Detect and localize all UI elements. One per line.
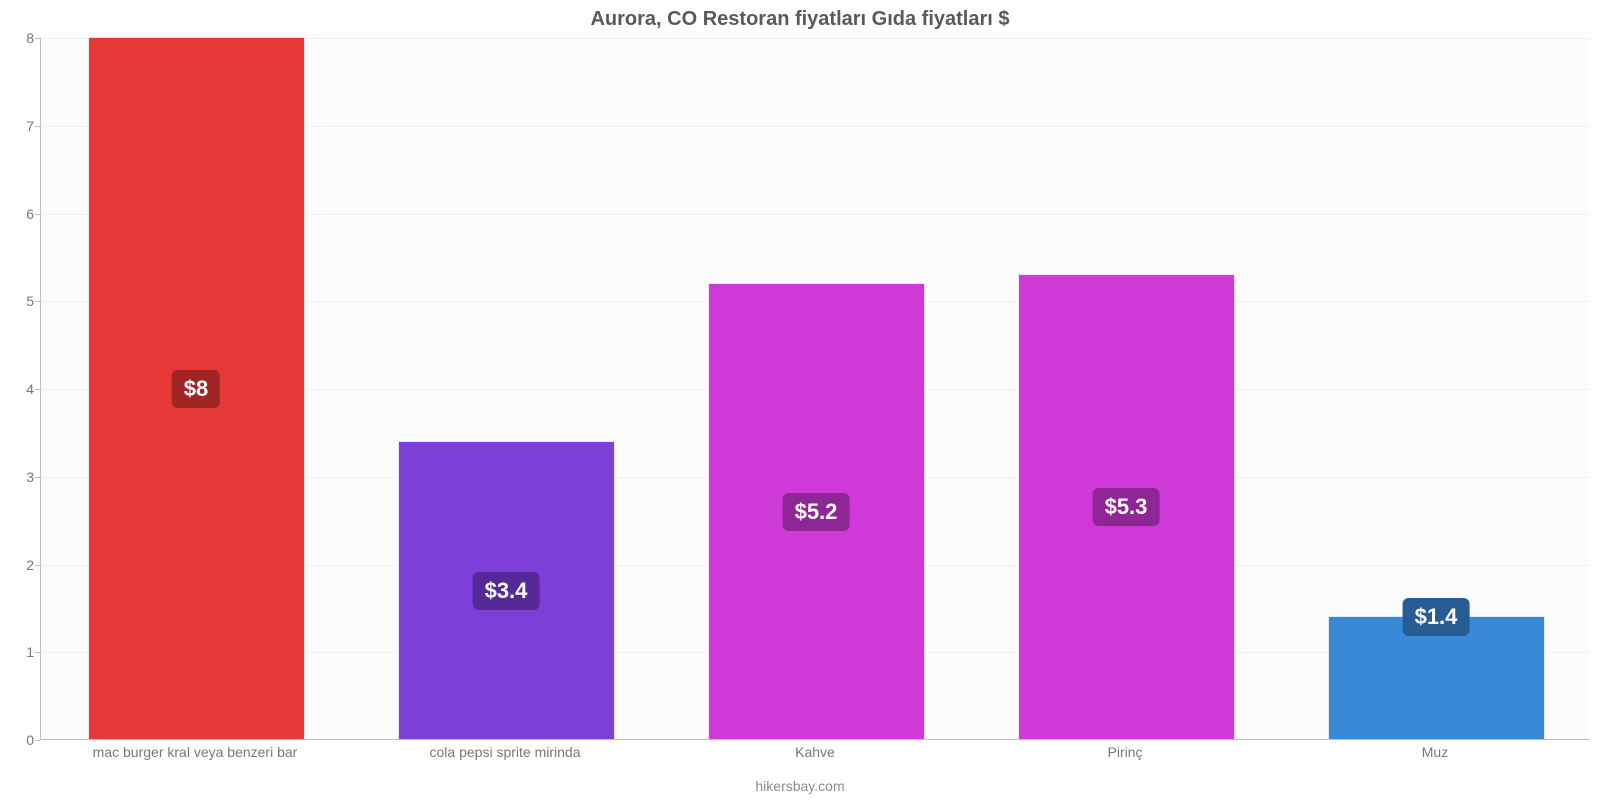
- bar-value-label: $3.4: [473, 572, 540, 610]
- category-label: Muz: [1422, 744, 1448, 760]
- y-tick-mark: [35, 477, 40, 478]
- y-tick-label: 4: [26, 381, 34, 397]
- bar: $3.4: [398, 441, 615, 739]
- y-tick-mark: [35, 301, 40, 302]
- bar-value-label: $1.4: [1403, 598, 1470, 636]
- y-tick-mark: [35, 214, 40, 215]
- bar-value-label: $5.2: [783, 493, 850, 531]
- y-tick-label: 6: [26, 206, 34, 222]
- y-tick-label: 0: [26, 732, 34, 748]
- y-tick-label: 7: [26, 118, 34, 134]
- chart-footer: hikersbay.com: [0, 778, 1600, 794]
- price-bar-chart: Aurora, CO Restoran fiyatları Gıda fiyat…: [0, 0, 1600, 800]
- y-tick-label: 1: [26, 644, 34, 660]
- y-tick-label: 8: [26, 30, 34, 46]
- bar: $1.4: [1328, 616, 1545, 739]
- y-tick-mark: [35, 652, 40, 653]
- plot-area: $8 $3.4 $5.2 $5.3 $1.4: [40, 38, 1590, 740]
- y-tick-mark: [35, 38, 40, 39]
- y-tick-mark: [35, 740, 40, 741]
- category-label: mac burger kral veya benzeri bar: [93, 744, 298, 760]
- y-tick-label: 2: [26, 557, 34, 573]
- category-label: cola pepsi sprite mirinda: [430, 744, 581, 760]
- y-tick-mark: [35, 565, 40, 566]
- y-tick-label: 3: [26, 469, 34, 485]
- y-tick-mark: [35, 126, 40, 127]
- y-tick-mark: [35, 389, 40, 390]
- bar-value-label: $8: [172, 370, 220, 408]
- category-label: Pirinç: [1107, 744, 1142, 760]
- y-tick-label: 5: [26, 293, 34, 309]
- chart-title: Aurora, CO Restoran fiyatları Gıda fiyat…: [0, 8, 1600, 31]
- bar-value-label: $5.3: [1093, 488, 1160, 526]
- bar: $8: [88, 37, 305, 739]
- bar: $5.2: [708, 283, 925, 739]
- category-label: Kahve: [795, 744, 835, 760]
- bar: $5.3: [1018, 274, 1235, 739]
